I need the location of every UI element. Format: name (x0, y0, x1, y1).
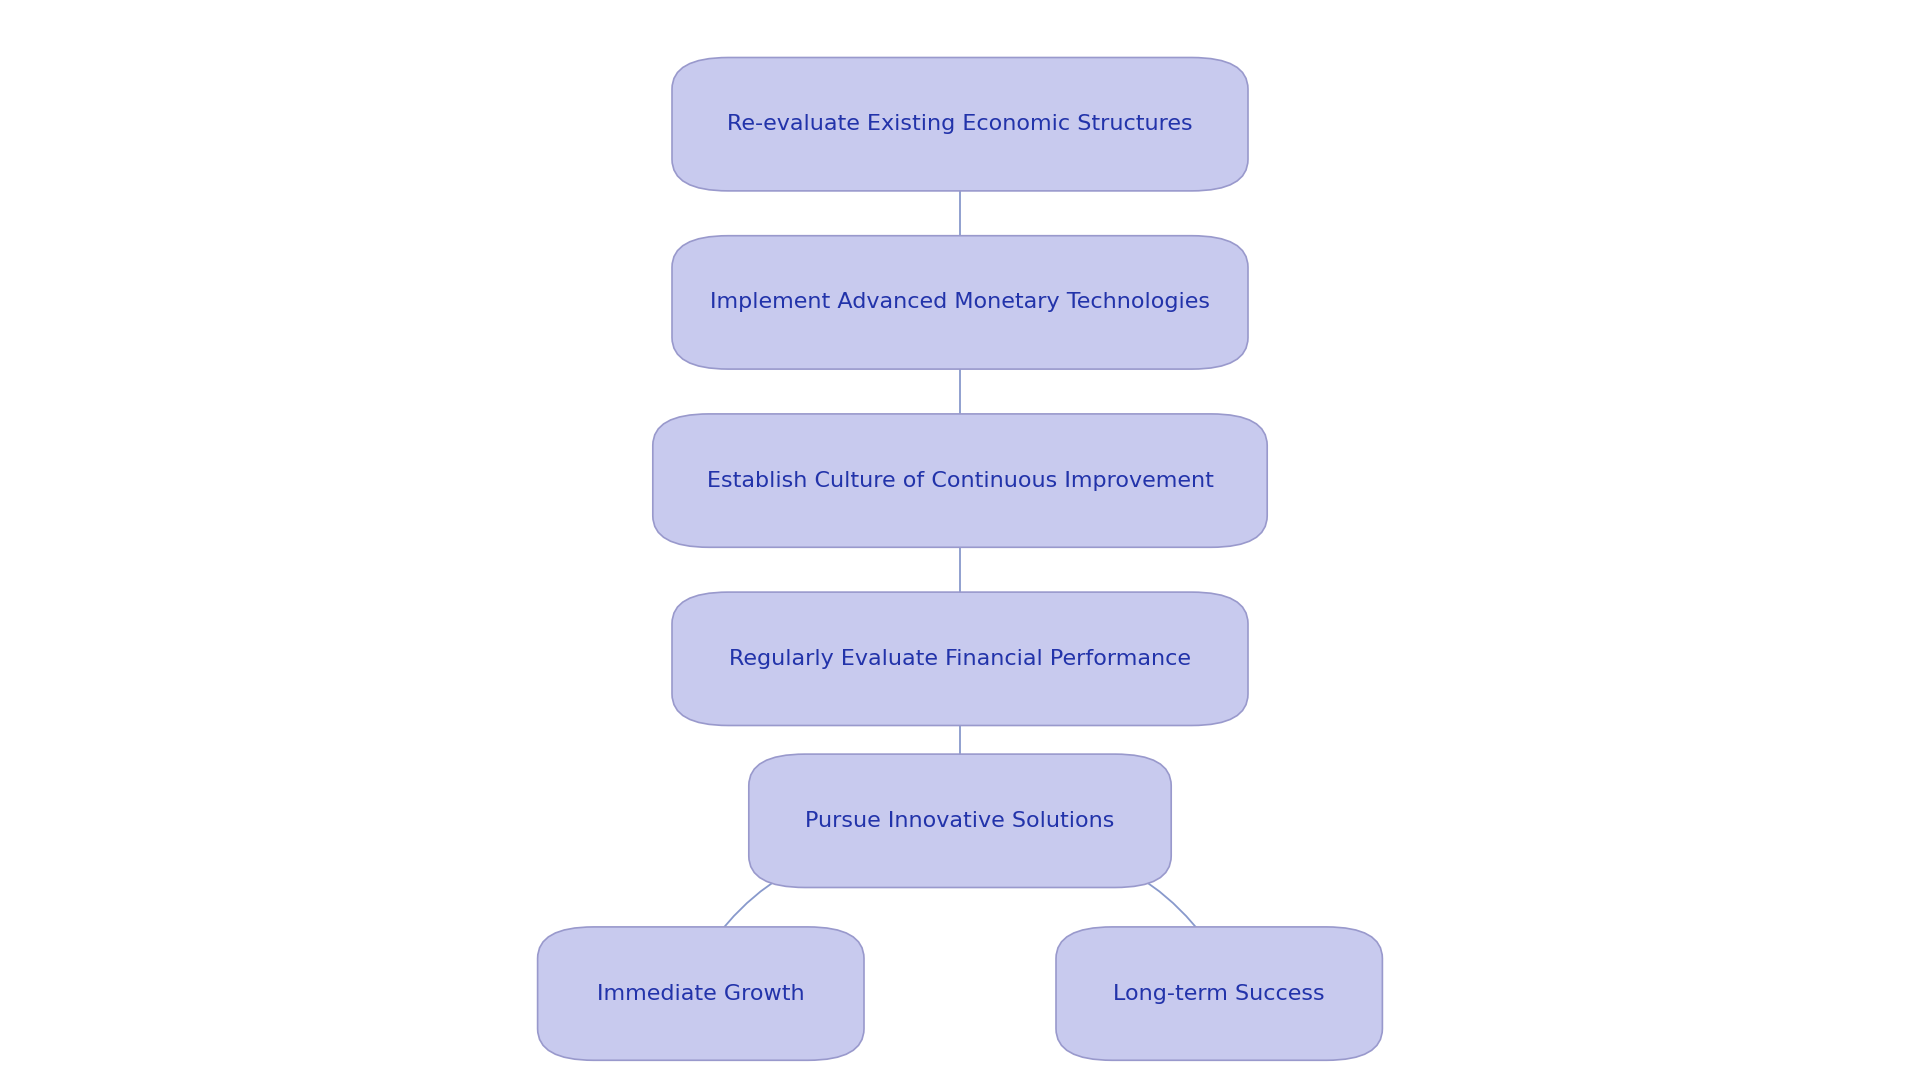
Text: Immediate Growth: Immediate Growth (597, 984, 804, 1003)
FancyArrowPatch shape (962, 847, 1217, 955)
FancyBboxPatch shape (672, 57, 1248, 191)
Text: Regularly Evaluate Financial Performance: Regularly Evaluate Financial Performance (730, 649, 1190, 669)
Text: Re-evaluate Existing Economic Structures: Re-evaluate Existing Economic Structures (728, 114, 1192, 134)
Text: Establish Culture of Continuous Improvement: Establish Culture of Continuous Improvem… (707, 471, 1213, 490)
FancyBboxPatch shape (653, 414, 1267, 548)
FancyBboxPatch shape (672, 235, 1248, 369)
Text: Long-term Success: Long-term Success (1114, 984, 1325, 1003)
FancyBboxPatch shape (538, 927, 864, 1061)
FancyArrowPatch shape (703, 847, 958, 955)
Text: Pursue Innovative Solutions: Pursue Innovative Solutions (804, 811, 1116, 831)
FancyBboxPatch shape (1056, 927, 1382, 1061)
Text: Implement Advanced Monetary Technologies: Implement Advanced Monetary Technologies (710, 293, 1210, 312)
FancyBboxPatch shape (672, 592, 1248, 726)
FancyBboxPatch shape (749, 754, 1171, 888)
